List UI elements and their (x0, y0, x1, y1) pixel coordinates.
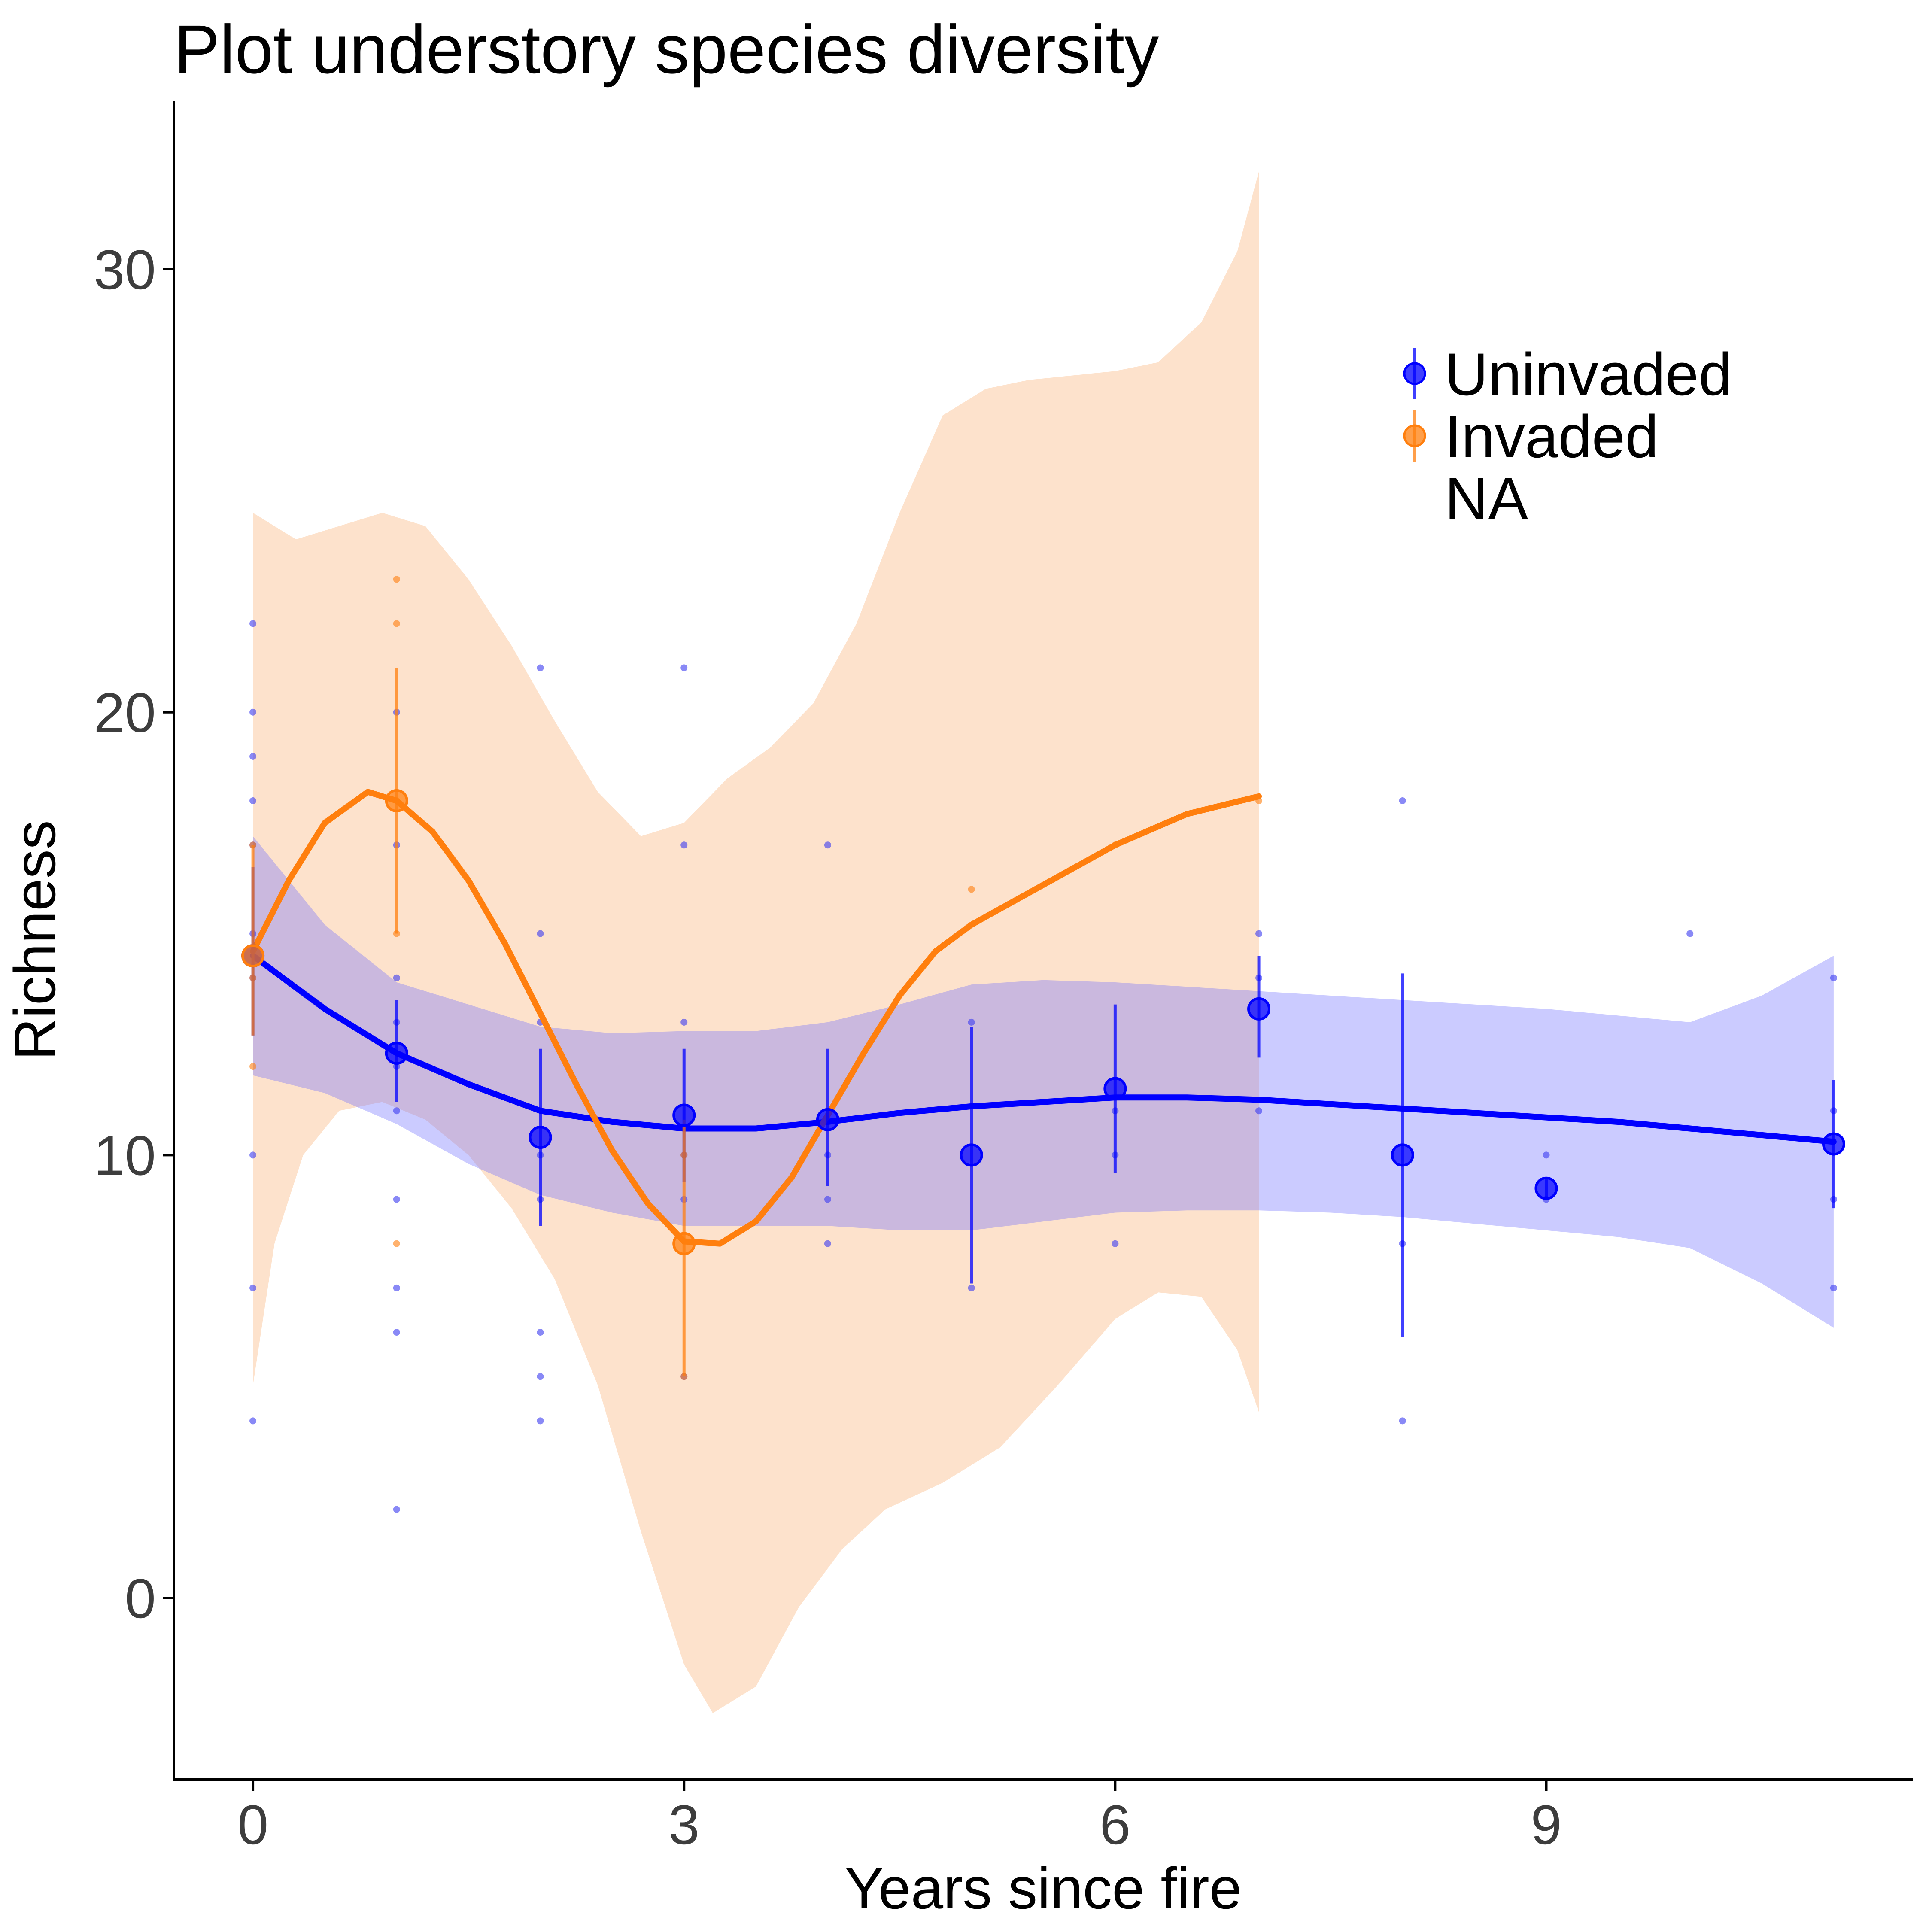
y-tick-label-10: 10 (94, 1124, 156, 1187)
legend: Uninvaded Invaded NA (1403, 340, 1732, 532)
uninvaded-raw-point-46 (1399, 797, 1406, 805)
invaded-raw-point-4 (393, 620, 400, 627)
uninvaded-raw-point-34 (824, 841, 831, 849)
uninvaded-mean-point-10 (1822, 1132, 1845, 1156)
uninvaded-raw-point-38 (968, 1018, 975, 1026)
uninvaded-raw-point-1 (249, 708, 257, 716)
uninvaded-raw-point-12 (393, 974, 400, 981)
mean-points (241, 789, 1845, 1255)
invaded-raw-point-10 (968, 886, 975, 893)
uninvaded-raw-point-7 (249, 1151, 257, 1159)
uninvaded-raw-point-43 (1255, 930, 1263, 937)
x-tick-label-0: 0 (237, 1793, 268, 1856)
uninvaded-mean-point-1 (385, 1042, 408, 1065)
uninvaded-raw-point-27 (537, 1417, 544, 1425)
uninvaded-raw-point-45 (1255, 1107, 1263, 1115)
uninvaded-raw-point-30 (680, 1018, 688, 1026)
uninvaded-mean-point-4 (816, 1108, 839, 1131)
uninvaded-raw-point-26 (537, 1373, 544, 1380)
y-axis-ticks: 0 10 20 30 (94, 238, 174, 1630)
raw-points (249, 576, 1837, 1513)
legend-uninvaded-marker (1403, 362, 1426, 385)
uninvaded-raw-point-17 (393, 1284, 400, 1291)
y-tick-label-20: 20 (94, 681, 156, 744)
uninvaded-raw-point-55 (1830, 1284, 1837, 1291)
uninvaded-raw-point-51 (1686, 930, 1694, 937)
uninvaded-raw-point-39 (968, 1284, 975, 1291)
y-tick-label-30: 30 (94, 238, 156, 301)
uninvaded-raw-point-21 (537, 930, 544, 937)
uninvaded-mean-point-5 (960, 1143, 983, 1167)
uninvaded-raw-point-19 (393, 1506, 400, 1513)
uninvaded-raw-point-48 (1399, 1417, 1406, 1425)
uninvaded-raw-point-20 (537, 664, 544, 671)
uninvaded-smooth-line (250, 953, 1837, 1145)
uninvaded-mean-point-9 (1534, 1176, 1558, 1200)
invaded-mean-point-0 (241, 944, 265, 968)
y-axis-title: Richness (2, 820, 67, 1060)
x-axis-title: Years since fire (845, 1856, 1242, 1921)
uninvaded-raw-point-3 (249, 797, 257, 805)
invaded-raw-point-7 (393, 1240, 400, 1247)
uninvaded-raw-point-25 (537, 1329, 544, 1336)
uninvaded-raw-point-15 (393, 1107, 400, 1115)
x-tick-label-9: 9 (1531, 1793, 1561, 1856)
x-tick-label-6: 6 (1100, 1793, 1130, 1856)
y-tick-label-0: 0 (125, 1567, 156, 1630)
legend-label-na: NA (1445, 465, 1528, 532)
uninvaded-raw-point-42 (1112, 1240, 1119, 1247)
chart-title: Plot understory species diversity (174, 11, 1159, 88)
legend-invaded-marker (1403, 424, 1426, 447)
uninvaded-raw-point-29 (680, 841, 688, 849)
invaded-mean-point-1 (385, 789, 408, 813)
x-tick-label-3: 3 (668, 1793, 699, 1856)
x-axis-ticks: 0 3 6 9 (237, 1780, 1562, 1856)
uninvaded-mean-point-3 (672, 1103, 696, 1127)
uninvaded-raw-point-16 (393, 1196, 400, 1203)
uninvaded-raw-point-28 (680, 664, 688, 671)
uninvaded-mean-point-6 (1103, 1077, 1127, 1100)
uninvaded-raw-point-2 (249, 753, 257, 760)
uninvaded-raw-point-36 (824, 1196, 831, 1203)
invaded-raw-point-2 (249, 1063, 257, 1070)
invaded-confidence-band (253, 172, 1259, 1713)
legend-label-invaded: Invaded (1445, 403, 1659, 470)
legend-label-uninvaded: Uninvaded (1445, 340, 1732, 408)
uninvaded-mean-point-2 (529, 1126, 552, 1149)
uninvaded-mean-point-8 (1391, 1143, 1414, 1167)
uninvaded-raw-point-52 (1830, 974, 1837, 981)
uninvaded-mean-point-7 (1247, 997, 1271, 1021)
uninvaded-raw-point-0 (249, 620, 257, 627)
uninvaded-raw-point-9 (249, 1417, 257, 1425)
uninvaded-raw-point-18 (393, 1329, 400, 1336)
invaded-raw-point-3 (393, 576, 400, 583)
uninvaded-raw-point-37 (824, 1240, 831, 1247)
invaded-mean-point-2 (672, 1232, 696, 1255)
uninvaded-raw-point-8 (249, 1284, 257, 1291)
uninvaded-raw-point-49 (1543, 1151, 1550, 1159)
